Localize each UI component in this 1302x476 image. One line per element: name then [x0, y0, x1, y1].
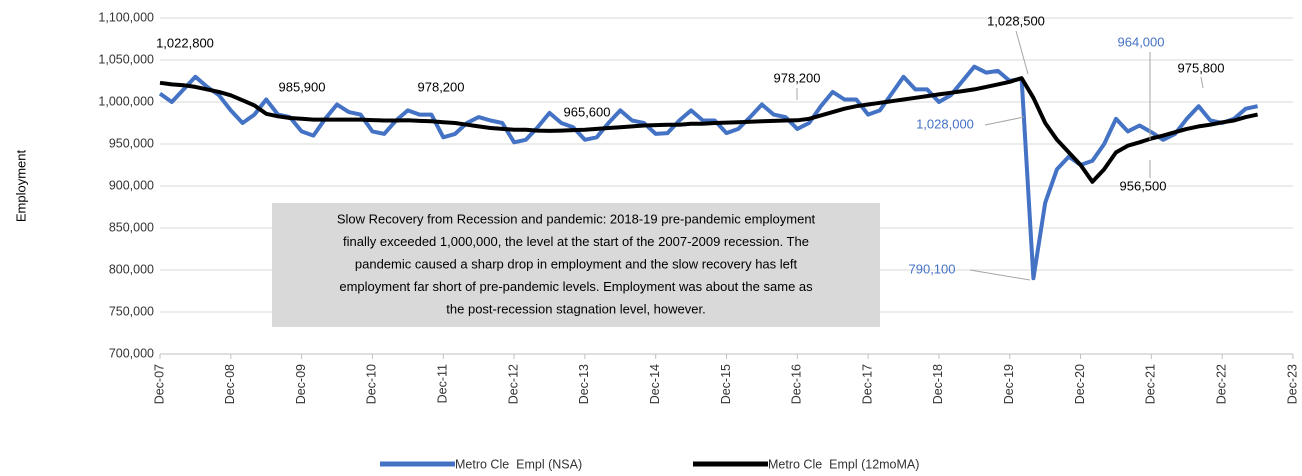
x-tick-label: Dec-08 — [223, 364, 237, 404]
y-tick-label: 950,000 — [109, 136, 154, 150]
x-tick-label: Dec-16 — [790, 364, 804, 404]
annotation: 978,200 — [774, 70, 821, 85]
y-tick-label: 700,000 — [109, 346, 154, 360]
x-tick-label: Dec-14 — [648, 364, 662, 404]
annotation: 790,100 — [909, 261, 956, 276]
x-tick-label: Dec-22 — [1214, 364, 1228, 404]
x-tick-label: Dec-15 — [719, 364, 733, 404]
annotation-leader — [1200, 76, 1204, 89]
y-tick-label: 800,000 — [109, 262, 154, 276]
note-line: Slow Recovery from Recession and pandemi… — [337, 211, 816, 226]
annotation-leader — [984, 116, 1025, 126]
y-tick-label: 1,050,000 — [98, 52, 154, 66]
note-background — [272, 203, 880, 327]
x-tick-label: Dec-10 — [365, 364, 379, 404]
x-tick-label: Dec-12 — [506, 364, 520, 404]
x-tick-label: Dec-20 — [1073, 364, 1087, 404]
x-tick-label: Dec-18 — [931, 364, 945, 404]
x-tick-label: Dec-21 — [1144, 364, 1158, 404]
x-tick-label: Dec-13 — [577, 364, 591, 404]
annotation: 975,800 — [1178, 60, 1225, 75]
x-tick-label: Dec-19 — [1002, 364, 1016, 404]
annotation-leader — [1015, 30, 1029, 75]
note-line: the post-recession stagnation level, how… — [446, 301, 705, 316]
annotation: 1,028,500 — [987, 13, 1045, 28]
annotation: 1,022,800 — [156, 35, 214, 50]
y-tick-label: 850,000 — [109, 220, 154, 234]
note-box: Slow Recovery from Recession and pandemi… — [272, 203, 880, 327]
annotation: 965,600 — [564, 104, 611, 119]
x-tick-label: Dec-23 — [1285, 364, 1299, 404]
y-axis-label: Employment — [13, 149, 28, 222]
annotation: 985,900 — [279, 79, 326, 94]
note-line: pandemic caused a sharp drop in employme… — [355, 256, 798, 271]
x-tick-label: Dec-17 — [860, 364, 874, 404]
y-tick-label: 900,000 — [109, 178, 154, 192]
annotation-leader — [969, 269, 1031, 281]
x-tick-label: Dec-09 — [294, 364, 308, 404]
x-tick-label: Dec-11 — [436, 364, 450, 403]
annotation: 1,028,000 — [916, 116, 974, 131]
y-tick-label: 750,000 — [109, 304, 154, 318]
annotation: 956,500 — [1120, 178, 1167, 193]
y-tick-label: 1,100,000 — [98, 10, 154, 24]
annotation: 978,200 — [418, 79, 465, 94]
series-line — [159, 76, 1259, 184]
y-tick-label: 1,000,000 — [98, 94, 154, 108]
note-line: employment far short of pre-pandemic lev… — [339, 279, 813, 294]
annotation: 964,000 — [1118, 34, 1165, 49]
legend-label: Metro Cle Empl (12moMA) — [768, 457, 919, 471]
x-tick-label: Dec-07 — [152, 364, 166, 404]
legend-label: Metro Cle Empl (NSA) — [455, 457, 582, 471]
note-line: finally exceeded 1,000,000, the level at… — [343, 234, 809, 249]
